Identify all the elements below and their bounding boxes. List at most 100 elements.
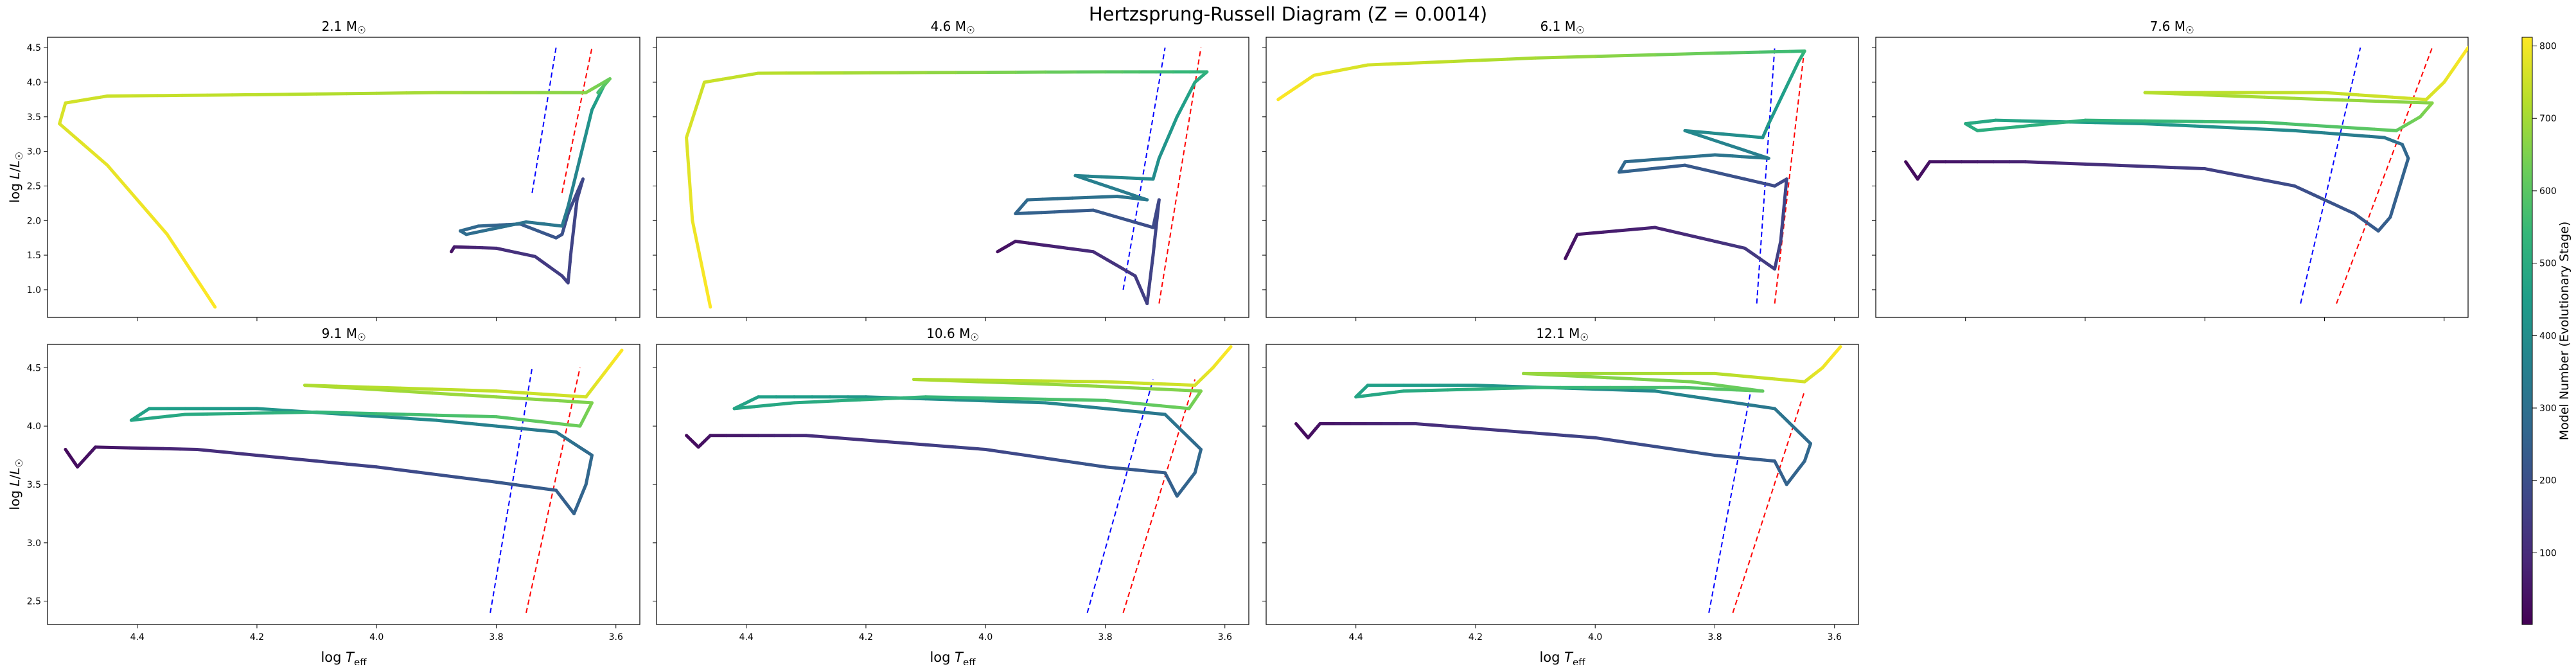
track-segment <box>197 281 209 297</box>
track-segment <box>454 420 478 426</box>
track-segment <box>689 205 694 222</box>
track-segment <box>508 416 526 421</box>
track-segment <box>1777 91 1786 105</box>
x-tick-label: 4.0 <box>1588 632 1602 643</box>
track-segment <box>694 233 700 251</box>
track-segment <box>617 348 624 356</box>
y-tick-label: 1.5 <box>27 251 41 261</box>
track-segment <box>515 483 528 488</box>
colorbar-tick-label: 400 <box>2539 331 2557 341</box>
track-segment <box>463 388 498 393</box>
track-segment <box>1683 163 1702 171</box>
track-segment <box>1066 246 1082 252</box>
track-segment <box>1121 190 1137 198</box>
track-segment <box>554 393 573 398</box>
track-segment <box>1159 404 1177 409</box>
track-segment <box>367 387 402 393</box>
track-segment <box>1673 448 1697 454</box>
track-segment <box>1577 375 1609 380</box>
track-segment <box>526 397 546 402</box>
track-segment <box>1711 138 1729 146</box>
subplot-title: 7.6 M☉ <box>2150 19 2194 36</box>
track-segment <box>494 224 508 230</box>
track-segment <box>1835 345 1842 352</box>
track-segment <box>494 395 514 400</box>
colorbar-tick-label: 500 <box>2539 259 2557 269</box>
track-segment <box>1767 111 1776 126</box>
track-segment <box>544 487 558 492</box>
track-segment <box>1683 51 1716 56</box>
track-segment <box>1782 198 1786 212</box>
track-segment <box>510 396 530 401</box>
track-segment <box>696 247 703 266</box>
track-segment <box>1605 376 1637 381</box>
subplot-title: 6.1 M☉ <box>1540 19 1585 36</box>
track-segment <box>1653 226 1672 233</box>
track-segment <box>303 384 339 388</box>
track-segment <box>375 465 398 472</box>
track-segment <box>205 293 217 309</box>
colorbar-tick-label: 100 <box>2539 548 2557 558</box>
track-segment <box>700 262 707 280</box>
track-segment <box>703 276 709 294</box>
track-segment <box>1014 240 1030 245</box>
track-segment <box>367 386 402 390</box>
track-segment <box>2343 207 2356 216</box>
track-segment <box>1975 127 1997 132</box>
track-segment <box>1689 380 1705 386</box>
track-segment <box>2083 118 2117 123</box>
track-segment <box>1118 380 1137 385</box>
track-segment <box>1713 383 1729 388</box>
track-segment <box>2113 163 2147 168</box>
track-segment <box>534 428 558 434</box>
track-segment <box>2397 176 2404 190</box>
track-segment <box>1039 243 1056 249</box>
track-segment <box>1366 62 1398 67</box>
track-segment <box>2293 129 2311 134</box>
track-segment <box>2293 96 2326 102</box>
track-segment <box>2358 99 2380 103</box>
x-tick-label: 4.4 <box>1349 632 1363 643</box>
track-segment <box>1713 170 1732 177</box>
track-segment <box>1039 210 1056 215</box>
track-segment <box>1696 130 1713 135</box>
y-tick-label: 3.0 <box>27 147 41 157</box>
track-segment <box>1743 375 1761 380</box>
plot-area <box>47 344 640 625</box>
y-tick-label: 4.0 <box>27 421 41 432</box>
x-tick-label: 4.0 <box>978 632 992 643</box>
track-segment <box>1052 245 1070 250</box>
track-segment <box>834 436 868 442</box>
track-segment <box>1027 241 1043 247</box>
track-segment <box>1157 387 1182 392</box>
track-segment <box>2340 92 2360 97</box>
track-segment <box>484 226 498 232</box>
track-segment <box>2218 125 2246 130</box>
track-segment <box>110 445 131 450</box>
track-segment <box>1593 387 1627 392</box>
track-segment <box>1414 422 1447 428</box>
track-segment <box>1713 371 1732 377</box>
x-tick-label: 3.8 <box>1707 632 1722 643</box>
track-segment <box>1728 243 1747 250</box>
track-segment <box>2307 123 2333 129</box>
track-segment <box>1661 378 1693 384</box>
track-segment <box>1725 143 1743 151</box>
track-segment <box>315 459 349 466</box>
track-segment <box>405 416 438 422</box>
track-segment <box>924 443 958 449</box>
track-segment <box>1698 167 1716 174</box>
track-segment <box>1668 229 1687 236</box>
track-segment <box>792 400 818 405</box>
track-segment <box>924 395 958 400</box>
track-segment <box>1668 155 1687 160</box>
track-segment <box>1163 382 1182 387</box>
track-segment <box>1713 240 1732 247</box>
colorbar-tick-label: 800 <box>2539 42 2557 52</box>
track-segment <box>434 418 458 424</box>
track-segment <box>992 380 1023 386</box>
track-segment <box>494 389 513 394</box>
track-segment <box>430 387 466 392</box>
track-segment <box>2053 161 2087 166</box>
